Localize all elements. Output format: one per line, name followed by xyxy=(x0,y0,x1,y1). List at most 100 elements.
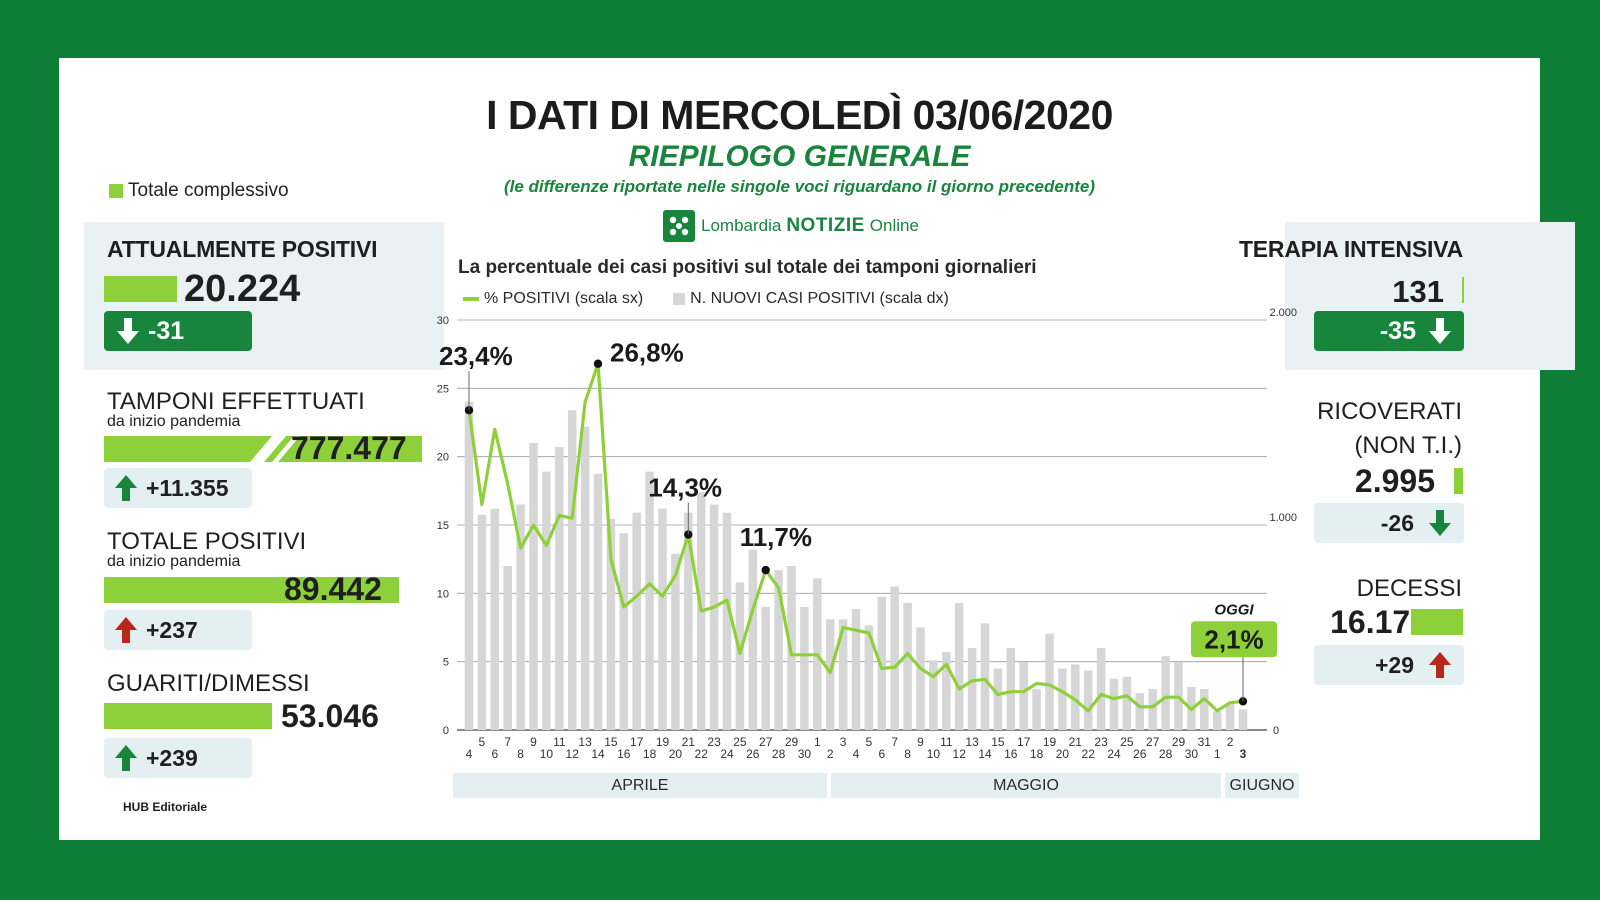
bar-new-cases xyxy=(1225,703,1235,730)
arrow-up-icon xyxy=(115,745,137,771)
bar-new-cases xyxy=(748,549,758,730)
x-tick-label: 5 xyxy=(479,735,486,749)
x-tick-label: 30 xyxy=(1185,747,1199,761)
bar-new-cases xyxy=(490,508,500,730)
y-left-tick: 0 xyxy=(443,725,449,737)
annotation-label: 11,7% xyxy=(740,522,812,552)
totale-positivi-sub: da inizio pandemia xyxy=(107,553,241,570)
annotation-dot xyxy=(464,406,474,415)
bar-new-cases xyxy=(1032,689,1041,730)
bar-new-cases xyxy=(761,607,770,730)
bar-new-cases xyxy=(722,512,732,730)
ricoverati-label: RICOVERATI (NON T.I.) xyxy=(1317,398,1462,460)
bar-new-cases xyxy=(632,512,641,730)
x-tick-label: 25 xyxy=(733,735,747,749)
x-tick-label: 13 xyxy=(965,735,979,749)
bar-new-cases xyxy=(890,586,899,730)
chart-title: La percentuale dei casi positivi sul tot… xyxy=(458,257,1037,278)
guariti-delta-value: +239 xyxy=(146,744,198,771)
logo-icon xyxy=(663,210,695,242)
x-tick-label: 29 xyxy=(785,735,799,749)
ricoverati-label-line1: RICOVERATI xyxy=(1317,398,1462,425)
x-tick-label: 27 xyxy=(1146,735,1160,749)
bar-new-cases xyxy=(1083,670,1093,730)
totale-positivi-value: 89.442 xyxy=(284,571,382,607)
legend-total: Totale complessivo xyxy=(109,180,289,202)
bar-new-cases xyxy=(1096,648,1106,730)
x-tick-label: 8 xyxy=(904,747,911,761)
bar-new-cases xyxy=(477,514,487,730)
decessi-label: DECESSI xyxy=(1356,575,1462,602)
x-tick-label: 28 xyxy=(772,747,786,761)
x-tick-label: 23 xyxy=(707,735,721,749)
legend-bar-swatch xyxy=(673,293,686,305)
bar-new-cases xyxy=(1109,678,1119,730)
bar-new-cases xyxy=(542,471,551,730)
y-left-tick: 10 xyxy=(437,588,449,600)
bar-new-cases xyxy=(916,627,925,730)
legend-total-label: Totale complessivo xyxy=(128,180,289,201)
annotation-label: 26,8% xyxy=(610,338,684,368)
x-tick-label: 10 xyxy=(540,747,554,761)
bar-new-cases xyxy=(903,602,912,730)
y-left-tick: 20 xyxy=(437,452,449,464)
ricoverati-delta: -26 xyxy=(1314,503,1464,543)
x-tick-label: 15 xyxy=(604,735,618,749)
tamponi-delta-value: +11.355 xyxy=(146,474,229,501)
today-badge xyxy=(1191,621,1277,658)
bar-new-cases xyxy=(735,582,745,730)
bar-new-cases xyxy=(1019,662,1028,730)
bar-new-cases xyxy=(1238,709,1248,730)
tamponi-sub: da inizio pandemia xyxy=(107,413,241,430)
x-tick-label: 5 xyxy=(866,735,873,749)
annotation-dot xyxy=(684,530,693,539)
arrow-down-icon xyxy=(1429,318,1451,344)
x-tick-label: 3 xyxy=(840,735,847,749)
ricoverati-label-line2: (NON T.I.) xyxy=(1354,432,1462,459)
x-tick-label: 21 xyxy=(682,735,696,749)
x-tick-label: 22 xyxy=(695,747,709,761)
annotation-label: 23,4% xyxy=(439,341,513,371)
terapia-delta: -35 xyxy=(1314,311,1464,351)
x-tick-label: 12 xyxy=(953,747,967,761)
bar-new-cases xyxy=(619,533,629,730)
y-right-tick: 0 xyxy=(1273,725,1279,737)
x-tick-label: 7 xyxy=(891,735,898,749)
x-tick-label: 7 xyxy=(504,735,511,749)
annotation-dot xyxy=(593,359,603,368)
logo-brand: NOTIZIE xyxy=(786,215,865,236)
x-tick-label: 24 xyxy=(720,747,734,761)
legend-line-label: % POSITIVI (scala sx) xyxy=(484,290,644,307)
x-tick-label: 17 xyxy=(630,735,644,749)
bar-new-cases xyxy=(1161,656,1170,730)
bar-new-cases xyxy=(993,668,1003,730)
bar-new-cases xyxy=(1135,693,1145,730)
arrow-down-icon xyxy=(1429,510,1451,536)
bar-new-cases xyxy=(864,625,874,730)
logo: Lombardia NOTIZIE Online xyxy=(663,210,919,242)
x-tick-label: 16 xyxy=(1004,747,1018,761)
x-tick-label: 21 xyxy=(1069,735,1083,749)
infographic-card: I DATI DI MERCOLEDÌ 03/06/2020 RIEPILOGO… xyxy=(59,58,1575,840)
x-tick-label: 6 xyxy=(491,747,498,761)
x-tick-label: 11 xyxy=(940,735,953,749)
bar-new-cases xyxy=(967,648,977,730)
x-tick-label: 26 xyxy=(1133,747,1147,761)
attualmente-positivi-delta: -31 xyxy=(104,311,252,351)
x-tick-label: 4 xyxy=(466,747,473,761)
y-right-tick: 1.000 xyxy=(1269,512,1297,524)
x-tick-label: 2 xyxy=(1227,735,1234,749)
logo-post: Online xyxy=(869,216,919,235)
tamponi-value: 777.477 xyxy=(291,430,407,466)
arrow-up-icon xyxy=(115,475,137,501)
x-tick-label: 6 xyxy=(878,747,885,761)
x-tick-label: 13 xyxy=(578,735,592,749)
ricoverati-delta-value: -26 xyxy=(1380,509,1414,536)
bar-new-cases xyxy=(529,443,538,730)
bar-new-cases xyxy=(838,619,848,730)
attualmente-positivi-bar xyxy=(104,276,177,302)
bar-new-cases xyxy=(774,570,783,730)
terapia-delta-value: -35 xyxy=(1379,316,1416,345)
y-right-tick: 2.000 xyxy=(1269,308,1297,319)
bar-new-cases xyxy=(877,596,887,730)
